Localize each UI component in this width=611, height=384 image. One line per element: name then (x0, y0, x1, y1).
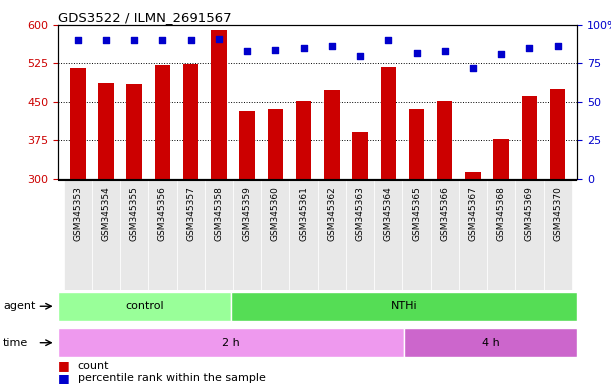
Bar (324, 91, 340, 179)
Point (468, 65, 478, 71)
Point (243, 48, 252, 54)
Text: GSM345359: GSM345359 (243, 186, 252, 241)
Text: ■: ■ (58, 372, 70, 384)
Bar (403, 180, 431, 290)
Text: GSM345355: GSM345355 (130, 186, 139, 241)
Bar (183, 64, 199, 179)
Bar (211, 30, 227, 179)
Text: GSM345370: GSM345370 (553, 186, 562, 241)
Bar (437, 101, 453, 179)
Bar (155, 65, 170, 179)
Bar (205, 180, 233, 290)
Bar (318, 180, 346, 290)
Bar (431, 180, 459, 290)
Text: ■: ■ (58, 359, 70, 372)
Bar (515, 180, 544, 290)
Text: GSM345364: GSM345364 (384, 186, 393, 241)
Bar (290, 180, 318, 290)
Text: GSM345356: GSM345356 (158, 186, 167, 241)
Point (271, 46, 280, 53)
Text: percentile rank within the sample: percentile rank within the sample (78, 373, 265, 383)
Bar (550, 89, 565, 179)
Bar (58, 328, 404, 357)
Bar (465, 172, 481, 179)
Bar (92, 180, 120, 290)
Text: 4 h: 4 h (482, 338, 500, 348)
Point (101, 37, 111, 43)
Text: GSM345365: GSM345365 (412, 186, 421, 241)
Text: NTHi: NTHi (391, 301, 417, 311)
Point (524, 45, 534, 51)
Text: GSM345358: GSM345358 (214, 186, 224, 241)
Text: GSM345360: GSM345360 (271, 186, 280, 241)
Text: control: control (125, 301, 164, 311)
Text: GSM345354: GSM345354 (101, 186, 111, 241)
Bar (522, 96, 537, 179)
Text: GSM345363: GSM345363 (356, 186, 365, 241)
Point (553, 43, 563, 50)
Point (412, 50, 422, 56)
Bar (240, 111, 255, 179)
Point (214, 36, 224, 42)
Text: GSM345368: GSM345368 (497, 186, 506, 241)
Bar (64, 180, 92, 290)
Bar (233, 180, 262, 290)
Bar (409, 109, 424, 179)
Text: GSM345357: GSM345357 (186, 186, 195, 241)
Text: GSM345366: GSM345366 (441, 186, 449, 241)
Text: GSM345369: GSM345369 (525, 186, 534, 241)
Bar (148, 180, 177, 290)
Bar (296, 101, 312, 179)
Bar (231, 292, 577, 321)
Text: GDS3522 / ILMN_2691567: GDS3522 / ILMN_2691567 (58, 12, 232, 25)
Bar (381, 68, 396, 179)
Bar (262, 180, 290, 290)
Point (383, 37, 393, 43)
Bar (70, 68, 86, 179)
Bar (459, 180, 487, 290)
Point (299, 45, 309, 51)
Text: GSM345361: GSM345361 (299, 186, 308, 241)
Point (355, 53, 365, 59)
Text: time: time (3, 338, 28, 348)
Bar (404, 328, 577, 357)
Bar (58, 292, 231, 321)
Bar (177, 180, 205, 290)
Bar (98, 83, 114, 179)
Point (496, 51, 506, 57)
Point (158, 37, 167, 43)
Bar (346, 180, 374, 290)
Text: count: count (78, 361, 109, 371)
Point (130, 37, 139, 43)
Bar (353, 132, 368, 179)
Text: GSM345367: GSM345367 (469, 186, 477, 241)
Bar (120, 180, 148, 290)
Bar (544, 180, 572, 290)
Point (73, 37, 82, 43)
Bar (494, 139, 509, 179)
Text: agent: agent (3, 301, 35, 311)
Bar (126, 84, 142, 179)
Point (186, 37, 196, 43)
Text: 2 h: 2 h (222, 338, 240, 348)
Text: GSM345362: GSM345362 (327, 186, 336, 241)
Point (440, 48, 450, 54)
Bar (374, 180, 403, 290)
Text: GSM345353: GSM345353 (73, 186, 82, 241)
Bar (487, 180, 515, 290)
Point (327, 43, 337, 50)
Bar (268, 109, 283, 179)
